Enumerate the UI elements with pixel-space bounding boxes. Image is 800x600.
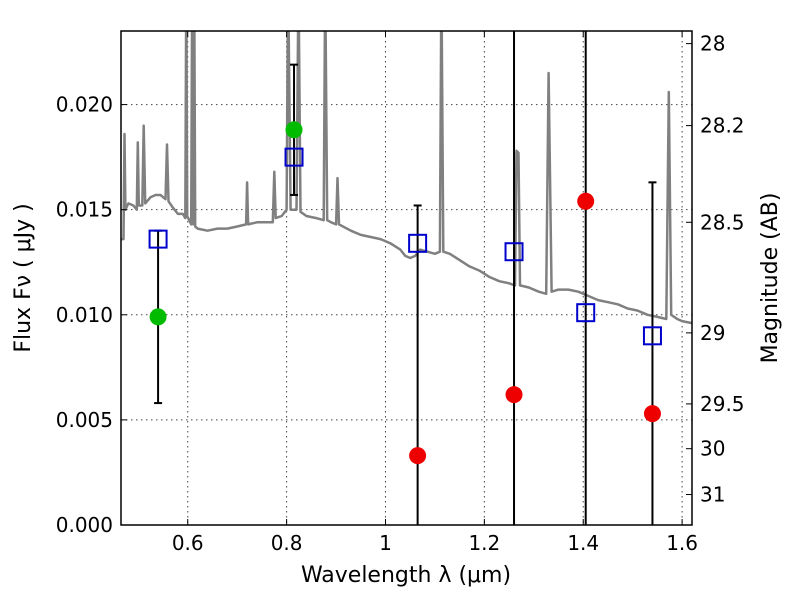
plot-frame: [120, 30, 693, 526]
model-square-marker: [408, 233, 428, 253]
right-tick-label: 28.5: [700, 210, 745, 234]
model-square-marker: [148, 229, 168, 249]
right-tick-label: 30: [700, 437, 725, 461]
y-tick-label: 0.010: [56, 303, 113, 327]
right-tick-label: 28: [700, 32, 725, 56]
model-square-marker: [576, 303, 596, 323]
right-axis-title: Magnitude (AB): [758, 193, 783, 364]
right-tick-label: 31: [700, 483, 725, 507]
spectrum-line: [121, 31, 692, 325]
axes: 0.6 0.8 1 1.2 1.4 1.6 0.000 0.005 0.010 0.015 0.02…: [56, 31, 745, 555]
red-data-point: [505, 386, 523, 404]
x-tick-label: 0.6: [172, 531, 204, 555]
green-data-point: [285, 121, 303, 139]
y-tick-label: 0.005: [56, 408, 113, 432]
x-axis-title: Wavelength λ (μm): [301, 563, 511, 588]
red-data-point: [643, 405, 661, 423]
x-tick-label: 1.4: [567, 531, 599, 555]
plot-area: [121, 31, 692, 525]
x-tick-label: 1.6: [666, 531, 698, 555]
y-tick-label: 0.020: [56, 93, 113, 117]
model-square-marker: [642, 326, 662, 346]
x-tick-label: 1: [379, 531, 392, 555]
x-tick-label: 0.8: [271, 531, 303, 555]
y-tick-label: 0.000: [56, 513, 113, 537]
y-axis-title: Flux Fν ( μJy ): [11, 203, 36, 352]
model-square-marker: [504, 242, 524, 262]
green-data-point: [149, 308, 167, 326]
red-data-point: [577, 192, 595, 210]
right-tick-label: 28.2: [700, 114, 745, 138]
red-data-point: [409, 447, 427, 465]
right-tick-label: 29.5: [700, 392, 745, 416]
x-tick-label: 1.2: [468, 531, 500, 555]
y-tick-label: 0.015: [56, 198, 113, 222]
right-tick-label: 29: [700, 321, 725, 345]
model-square-marker: [284, 147, 304, 167]
